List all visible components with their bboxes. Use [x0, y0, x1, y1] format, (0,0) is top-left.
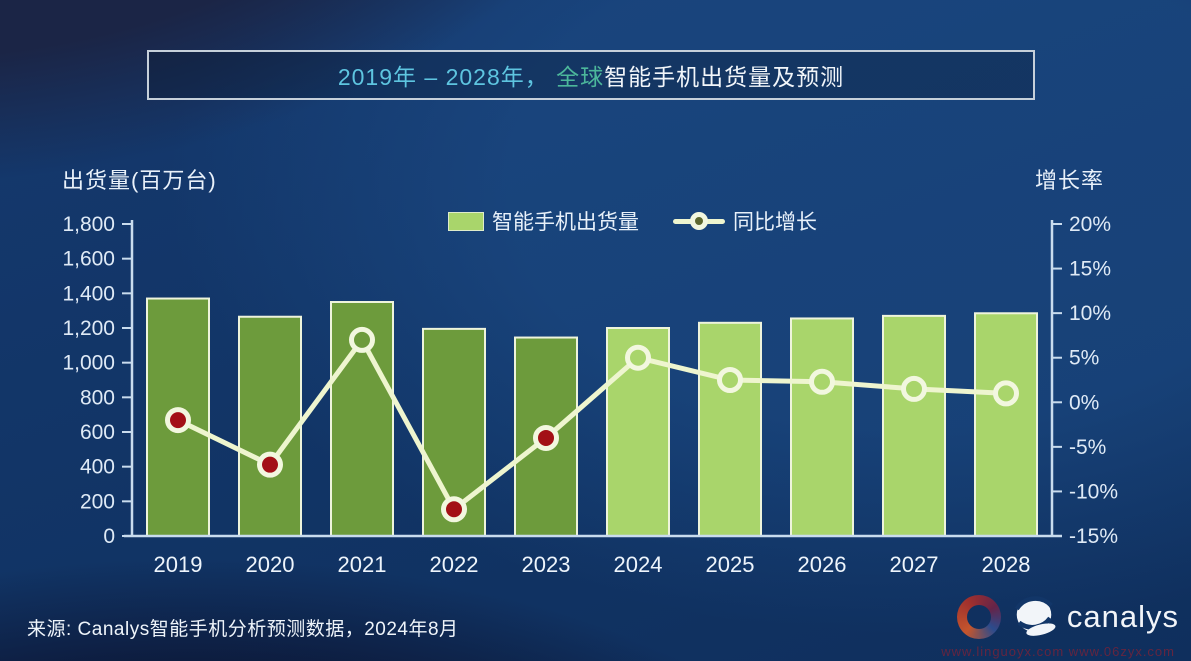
bar-swatch-icon: [448, 211, 484, 231]
right-tick-label: -10%: [1069, 480, 1118, 503]
left-tick-label: 200: [80, 490, 115, 513]
right-tick-label: 10%: [1069, 302, 1111, 325]
growth-line: [175, 337, 1009, 512]
growth-marker-2021: [349, 326, 375, 353]
x-label-2025: 2025: [706, 552, 755, 577]
title-subject: 智能手机出货量及预测: [604, 64, 845, 90]
x-label-2028: 2028: [982, 552, 1031, 577]
x-label-2019: 2019: [154, 552, 203, 577]
title-scope: 全球: [556, 64, 605, 90]
growth-marker-2022: [441, 496, 467, 523]
x-label-2020: 2020: [246, 552, 295, 577]
chart-title-box: 2019年 – 2028年， 全球 智能手机出货量及预测: [147, 50, 1035, 100]
growth-marker-2028: [993, 380, 1019, 407]
brand-area: canalys: [956, 591, 1179, 643]
right-tick-label: 20%: [1069, 213, 1111, 236]
watermark-logo-icon: [956, 595, 1001, 639]
source-note: 来源: Canalys智能手机分析预测数据，2024年8月: [27, 619, 459, 640]
chart-legend: 智能手机出货量 同比增长: [448, 206, 817, 236]
legend-growth-label: 同比增长: [733, 211, 817, 234]
x-label-2022: 2022: [430, 552, 479, 577]
canalys-logo-icon: [1014, 596, 1056, 636]
bar-2028: [974, 312, 1038, 537]
left-tick-label: 1,000: [62, 352, 115, 375]
right-tick-label: 5%: [1069, 347, 1099, 370]
legend-item-shipments: 智能手机出货量: [448, 206, 639, 236]
right-tick-label: -5%: [1069, 436, 1106, 459]
canalys-wordmark: canalys: [1066, 599, 1179, 634]
left-tick-label: 400: [80, 456, 115, 479]
left-tick-label: 1,200: [62, 317, 115, 340]
x-label-2021: 2021: [338, 552, 387, 577]
right-axis-title: 增长率: [1035, 168, 1105, 193]
left-tick-label: 1,800: [62, 213, 115, 236]
x-label-2026: 2026: [798, 552, 847, 577]
bar-2020: [238, 315, 302, 537]
left-axis-title: 出货量(百万台): [62, 168, 217, 193]
growth-marker-2023: [533, 424, 559, 451]
bar-2027: [882, 314, 946, 537]
growth-marker-2024: [625, 344, 651, 371]
left-tick-label: 1,400: [62, 282, 115, 305]
growth-marker-2026: [809, 368, 835, 395]
left-tick-label: 0: [103, 525, 115, 548]
title-year-range: 2019年 – 2028年，: [337, 64, 557, 90]
legend-shipments-label: 智能手机出货量: [492, 211, 639, 234]
line-marker-icon: [673, 211, 725, 231]
right-tick-label: 15%: [1069, 258, 1111, 281]
bar-2026: [790, 317, 854, 538]
right-tick-label: -15%: [1069, 525, 1118, 548]
left-tick-label: 600: [80, 421, 115, 444]
right-tick-label: 0%: [1069, 391, 1099, 414]
x-label-2024: 2024: [614, 552, 663, 577]
growth-marker-2025: [717, 367, 743, 393]
bar-2025: [698, 321, 762, 537]
left-tick-label: 1,600: [62, 248, 115, 271]
growth-marker-2019: [165, 407, 191, 434]
legend-item-growth: 同比增长: [673, 206, 817, 236]
growth-marker-2020: [257, 451, 283, 478]
x-label-2027: 2027: [890, 552, 939, 577]
watermark-urls: www.linguoyx.com www.06zyx.com: [941, 644, 1175, 659]
x-label-2023: 2023: [522, 552, 571, 577]
growth-marker-2027: [901, 375, 927, 402]
left-tick-label: 800: [80, 386, 115, 409]
